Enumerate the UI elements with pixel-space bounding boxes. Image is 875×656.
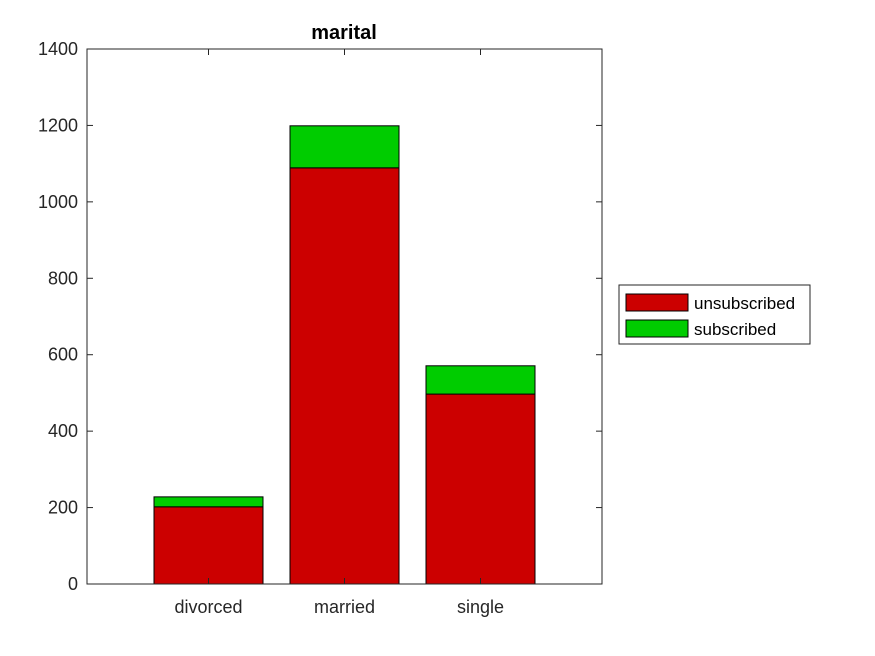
legend-swatch-unsubscribed: [625, 293, 689, 312]
x-tick-label-single: single: [457, 597, 504, 617]
bar-single-unsubscribed: [425, 393, 536, 585]
bar-divorced-subscribed: [153, 496, 264, 508]
bar-divorced-unsubscribed: [153, 506, 264, 585]
chart-title: marital: [311, 22, 377, 44]
bar-married-subscribed: [289, 125, 400, 169]
bars: [153, 125, 536, 585]
bar-single-subscribed: [425, 365, 536, 395]
legend-swatch-subscribed: [625, 319, 689, 338]
legend-label-subscribed: subscribed: [694, 320, 776, 339]
y-tick-label: 1000: [38, 192, 78, 212]
y-tick-label: 600: [48, 345, 78, 365]
legend: unsubscribed subscribed: [618, 284, 811, 345]
y-tick-label: 1400: [38, 39, 78, 59]
x-tick-label-married: married: [314, 597, 375, 617]
y-tick-label: 0: [68, 574, 78, 594]
legend-label-unsubscribed: unsubscribed: [694, 294, 795, 313]
y-tick-label: 1200: [38, 115, 78, 135]
y-tick-label: 800: [48, 268, 78, 288]
x-tick-label-divorced: divorced: [174, 597, 242, 617]
y-tick-label: 200: [48, 498, 78, 518]
y-tick-label: 400: [48, 421, 78, 441]
bar-married-unsubscribed: [289, 167, 400, 585]
axes: 0 200 400 600 800 1000 1200 1400 divorced married…: [38, 39, 603, 617]
